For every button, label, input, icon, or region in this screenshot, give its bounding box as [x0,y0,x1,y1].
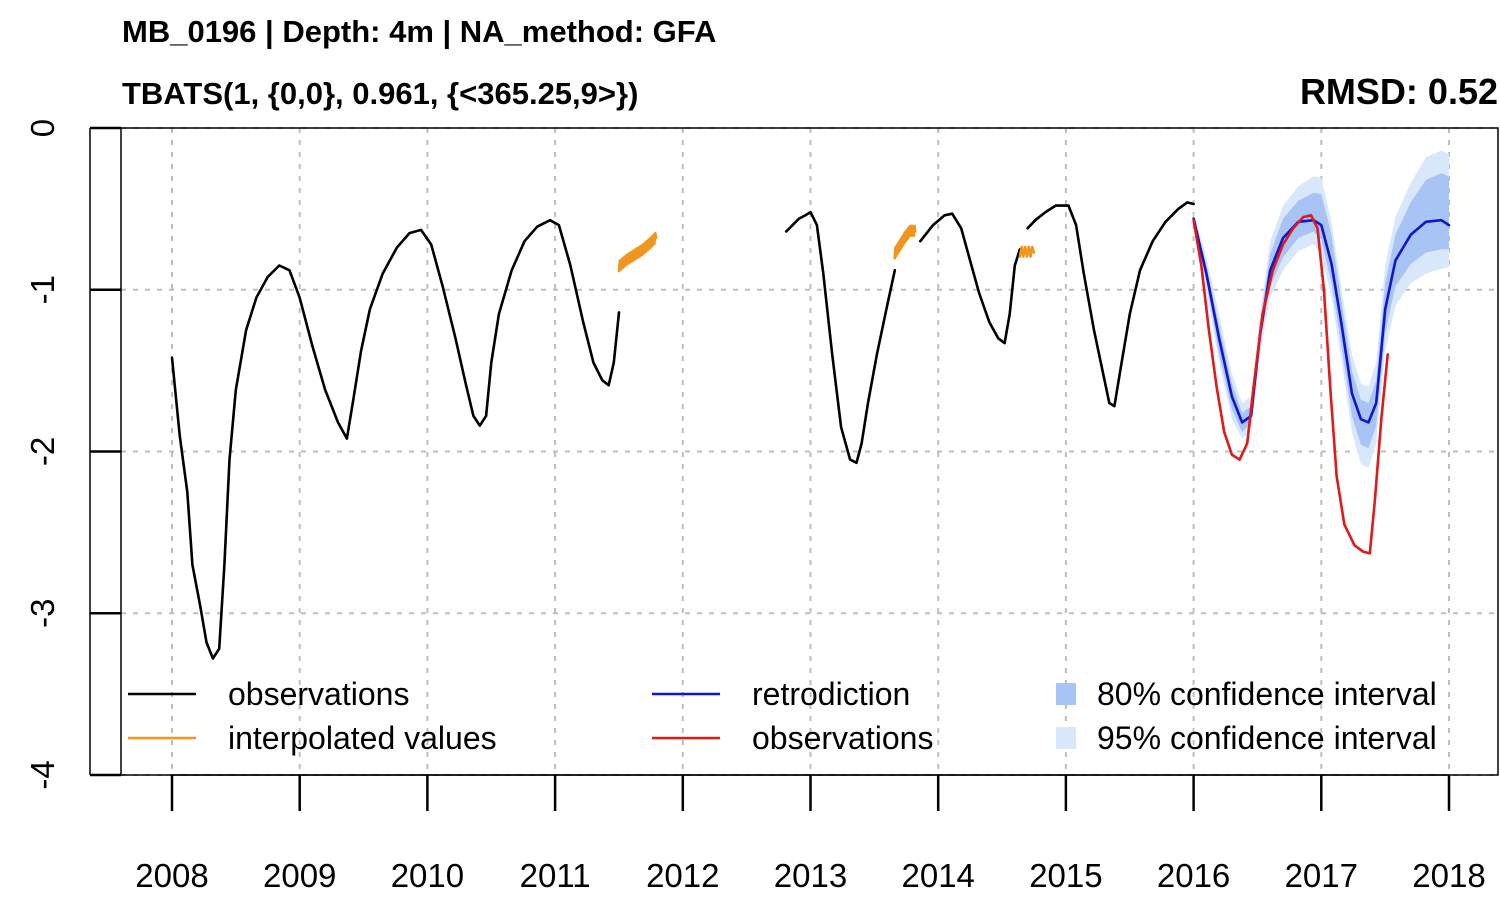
legend-label: interpolated values [228,720,497,756]
legend-label: observations [228,676,409,712]
interpolated-line [1018,245,1036,258]
legend-label: retrodiction [752,676,910,712]
retrodiction-line [1192,217,1451,424]
observations-line [919,212,1022,345]
observations-line [784,210,897,465]
interpolated-line [893,224,917,260]
observations-line [1026,201,1195,408]
legend-label: observations [752,720,933,756]
x-tick-label: 2018 [1412,857,1485,894]
chart-subtitle: TBATS(1, {0,0}, 0.961, {<365.25,9>}) [122,76,638,111]
y-tick-label: -1 [24,275,61,304]
y-tick-label: 0 [24,119,61,137]
legend-label: 80% confidence interval [1097,676,1437,712]
x-tick-label: 2009 [263,857,336,894]
legend: observations interpolated values retrodict… [128,676,1437,756]
legend-box-swatch [1056,683,1076,705]
y-tick-label: -4 [24,760,61,789]
x-tick-label: 2013 [774,857,847,894]
x-tick-label: 2011 [520,857,591,894]
observations_test-line [1192,214,1389,555]
x-tick-label: 2014 [901,857,974,894]
interpolated-line [617,231,658,273]
x-tick-label: 2016 [1157,857,1230,894]
legend-box-swatch [1056,727,1076,749]
x-tick-label: 2008 [135,857,208,894]
x-tick-label: 2010 [391,857,464,894]
observations-line [170,218,621,660]
x-tick-label: 2012 [646,857,719,894]
rmsd-annotation: RMSD: 0.52 [1300,71,1498,112]
legend-label: 95% confidence interval [1097,720,1437,756]
y-tick-label: -3 [24,599,61,628]
chart-title: MB_0196 | Depth: 4m | NA_method: GFA [122,14,716,49]
series-lines [170,201,1451,660]
x-tick-label: 2017 [1285,857,1358,894]
axes: 2008 2009 2010 2011 2012 2013 2014 2015 2016 2017… [24,119,1486,894]
x-tick-label: 2015 [1029,857,1102,894]
y-tick-label: -2 [24,437,61,466]
